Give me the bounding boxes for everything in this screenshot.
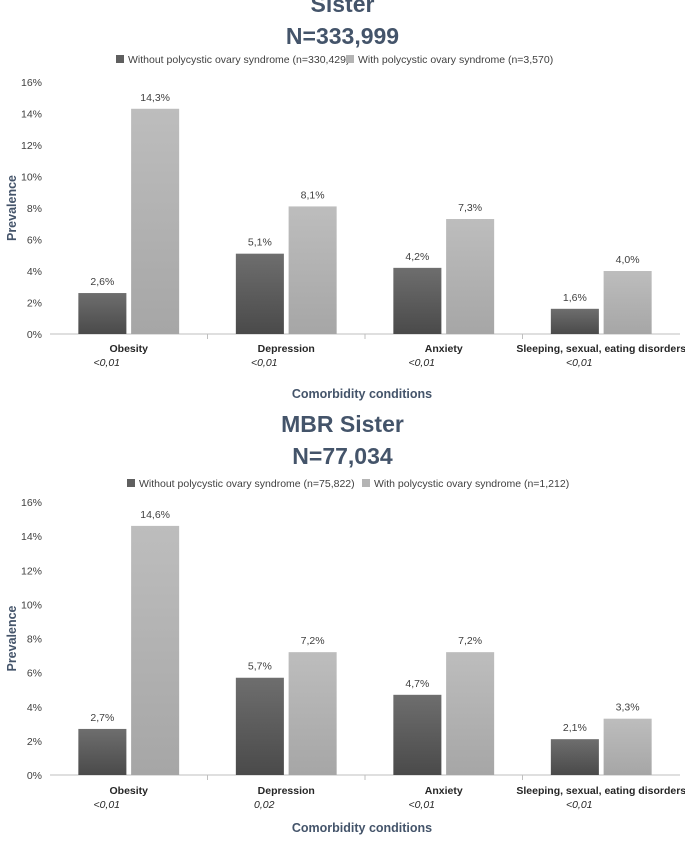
legend-swatch	[346, 55, 354, 63]
bar-with-pcos	[288, 652, 337, 775]
data-label: 7,3%	[458, 202, 482, 214]
y-tick-label: 2%	[27, 298, 42, 310]
data-label: 2,1%	[563, 722, 587, 734]
data-label: 4,7%	[405, 678, 429, 690]
legend: Without polycystic ovary syndrome (n=330…	[116, 54, 553, 66]
data-label: 14,6%	[140, 509, 170, 521]
y-tick-label: 8%	[27, 634, 42, 646]
bar-with-pcos	[446, 652, 495, 775]
bar-without-pcos	[393, 267, 442, 334]
category-label: Sleeping, sexual, eating disorders	[516, 343, 685, 355]
y-tick-label: 10%	[21, 599, 42, 611]
category-label: Depression	[258, 343, 315, 355]
category-label: Sleeping, sexual, eating disorders	[516, 785, 685, 797]
chart-subtitle: N=333,999	[286, 23, 399, 49]
y-tick-label: 4%	[27, 702, 42, 714]
y-tick-label: 10%	[21, 172, 42, 184]
bar-without-pcos	[78, 293, 127, 334]
p-value-label: <0,01	[566, 799, 593, 811]
data-label: 5,7%	[248, 661, 272, 673]
data-label: 2,6%	[90, 276, 114, 288]
category-label: Obesity	[109, 343, 148, 355]
legend: Without polycystic ovary syndrome (n=75,…	[127, 478, 569, 490]
data-label: 8,1%	[301, 189, 325, 201]
p-value-label: <0,01	[93, 799, 120, 811]
legend-label: With polycystic ovary syndrome (n=1,212)	[374, 478, 569, 490]
data-label: 7,2%	[458, 635, 482, 647]
y-tick-label: 14%	[21, 531, 42, 543]
data-label: 2,7%	[90, 712, 114, 724]
p-value-label: <0,01	[93, 357, 120, 369]
chart-2: MBR Sister N=77,034 Without polycystic ova…	[5, 411, 685, 835]
x-axis-label: Comorbidity conditions	[292, 387, 432, 401]
data-label: 1,6%	[563, 292, 587, 304]
y-axis-label: Prevalence	[5, 605, 19, 671]
p-value-label: 0,02	[254, 799, 275, 811]
bar-without-pcos	[78, 728, 127, 775]
y-axis-label: Prevalence	[5, 175, 19, 241]
p-value-label: <0,01	[408, 357, 435, 369]
data-label: 5,1%	[248, 237, 272, 249]
bar-with-pcos	[603, 271, 652, 334]
bar-without-pcos	[550, 308, 599, 334]
data-label: 3,3%	[616, 702, 640, 714]
category-label: Obesity	[109, 785, 148, 797]
y-tick-label: 0%	[27, 329, 42, 341]
chart-title: Sister	[311, 0, 375, 17]
p-value-label: <0,01	[566, 357, 593, 369]
y-tick-label: 14%	[21, 109, 42, 121]
category-label: Anxiety	[425, 343, 463, 355]
y-tick-label: 2%	[27, 736, 42, 748]
y-tick-label: 6%	[27, 235, 42, 247]
legend-swatch	[127, 479, 135, 487]
data-label: 14,3%	[140, 92, 170, 104]
bar-without-pcos	[235, 677, 284, 775]
chart-subtitle: N=77,034	[292, 443, 393, 469]
y-tick-label: 6%	[27, 668, 42, 680]
category-label: Anxiety	[425, 785, 463, 797]
y-tick-label: 12%	[21, 565, 42, 577]
bar-with-pcos	[603, 718, 652, 775]
x-axis-label: Comorbidity conditions	[292, 821, 432, 835]
y-tick-label: 0%	[27, 770, 42, 782]
p-value-label: <0,01	[408, 799, 435, 811]
data-label: 7,2%	[301, 635, 325, 647]
category-label: Depression	[258, 785, 315, 797]
y-tick-label: 4%	[27, 266, 42, 278]
p-value-label: <0,01	[251, 357, 278, 369]
bar-without-pcos	[235, 253, 284, 334]
bar-without-pcos	[393, 694, 442, 775]
chart-title: MBR Sister	[281, 411, 404, 437]
y-tick-label: 12%	[21, 140, 42, 152]
chart-1: Sister N=333,999 Without polycystic ovary …	[5, 0, 685, 401]
y-tick-label: 16%	[21, 77, 42, 89]
legend-label: With polycystic ovary syndrome (n=3,570)	[358, 54, 553, 66]
legend-label: Without polycystic ovary syndrome (n=75,…	[139, 478, 355, 490]
bar-with-pcos	[131, 108, 180, 335]
y-tick-label: 16%	[21, 497, 42, 509]
legend-swatch	[362, 479, 370, 487]
legend-swatch	[116, 55, 124, 63]
bar-without-pcos	[550, 739, 599, 775]
bar-with-pcos	[131, 525, 180, 775]
bar-with-pcos	[446, 219, 495, 334]
bar-with-pcos	[288, 206, 337, 334]
data-label: 4,0%	[616, 254, 640, 266]
data-label: 4,2%	[405, 251, 429, 263]
y-tick-label: 8%	[27, 203, 42, 215]
legend-label: Without polycystic ovary syndrome (n=330…	[128, 54, 349, 66]
